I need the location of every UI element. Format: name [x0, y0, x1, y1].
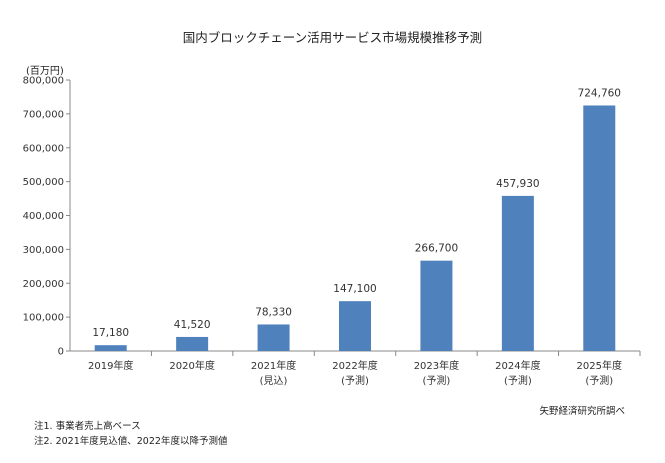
x-tick-label: 2020年度: [169, 359, 214, 372]
x-tick-label: 2025年度: [577, 359, 622, 372]
bar: [339, 301, 371, 351]
y-tick-label: 800,000: [23, 76, 64, 87]
y-tick-label: 300,000: [23, 245, 64, 256]
y-tick-label: 600,000: [23, 143, 64, 154]
x-tick-sublabel: (予測): [423, 374, 451, 387]
x-tick-label: 2022年度: [332, 359, 377, 372]
data-label: 17,180: [92, 327, 129, 339]
bar: [94, 345, 127, 351]
y-tick-label: 200,000: [23, 279, 64, 290]
note-2: 注2. 2021年度見込値、2022年度以降予測値: [34, 436, 228, 447]
y-tick-label: 0: [58, 347, 64, 358]
data-label: 41,520: [174, 319, 211, 331]
y-tick-label: 400,000: [23, 211, 64, 222]
chart-title: 国内ブロックチェーン活用サービス市場規模推移予測: [182, 30, 483, 45]
x-tick-label: 2021年度: [251, 359, 296, 372]
bar: [501, 195, 534, 351]
data-label: 78,330: [255, 306, 292, 318]
data-label: 147,100: [333, 283, 376, 295]
bar: [420, 260, 453, 351]
source-credit: 矢野経済研究所調べ: [539, 406, 625, 417]
x-tick-label: 2023年度: [414, 359, 459, 372]
x-tick-sublabel: (見込): [260, 375, 288, 387]
x-tick-sublabel: (予測): [341, 374, 369, 387]
data-label: 266,700: [415, 243, 458, 255]
y-tick-label: 500,000: [23, 177, 64, 188]
y-tick-label: 700,000: [23, 109, 64, 120]
note-1: 注1. 事業者売上高ベース: [34, 421, 141, 432]
bar: [176, 336, 209, 351]
bar: [583, 105, 616, 351]
x-tick-sublabel: (予測): [585, 374, 613, 387]
x-tick-label: 2019年度: [88, 359, 133, 372]
bar: [257, 324, 290, 351]
y-axis-unit-label: (百万円): [26, 66, 64, 77]
data-label: 724,760: [578, 87, 621, 99]
data-label: 457,930: [496, 178, 539, 190]
x-tick-label: 2024年度: [495, 359, 540, 372]
x-tick-sublabel: (予測): [504, 374, 532, 387]
y-tick-label: 100,000: [23, 313, 64, 324]
